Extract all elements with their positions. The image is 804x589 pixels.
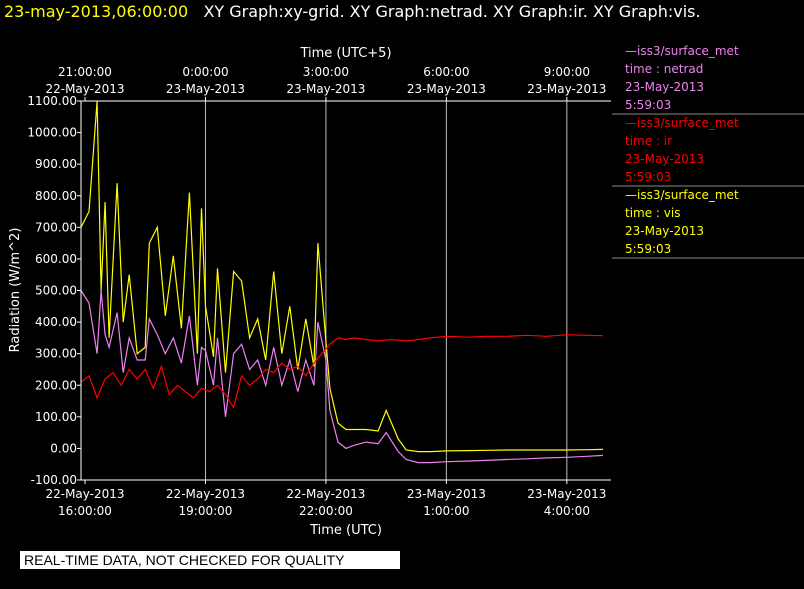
legend-entry-netrad-line: 5:59:03	[625, 98, 671, 112]
y-tick-label: 600.00	[35, 252, 77, 266]
quality-disclaimer: REAL-TIME DATA, NOT CHECKED FOR QUALITY	[20, 551, 400, 569]
x-tick-label-bottom-date: 23-May-2013	[407, 487, 486, 501]
series-line-ir	[80, 334, 604, 409]
legend-entry-vis-line: —iss3/surface_met	[625, 188, 739, 202]
y-tick-label: 500.00	[35, 284, 77, 298]
legend-entry-vis-line: time : vis	[625, 206, 680, 220]
x-tick-label-top-time: 0:00:00	[182, 65, 228, 79]
x-tick-label-bottom-date: 22-May-2013	[286, 487, 365, 501]
y-tick-label: 0.00	[50, 441, 77, 455]
title-graph-list: XY Graph:xy-grid. XY Graph:netrad. XY Gr…	[203, 2, 701, 21]
legend-entry-netrad-line: time : netrad	[625, 62, 703, 76]
x-tick-label-bottom-time: 4:00:00	[544, 504, 590, 518]
x-tick-label-top-date: 22-May-2013	[45, 82, 124, 96]
chart-title-bar: 23-may-2013,06:00:00 XY Graph:xy-grid. X…	[4, 2, 701, 21]
x-tick-label-top-date: 23-May-2013	[407, 82, 486, 96]
legend-entry-netrad-line: —iss3/surface_met	[625, 44, 739, 58]
x-tick-label-top-date: 23-May-2013	[286, 82, 365, 96]
y-tick-label: 100.00	[35, 410, 77, 424]
y-tick-label: 800.00	[35, 189, 77, 203]
x-tick-label-bottom-time: 19:00:00	[179, 504, 233, 518]
x-tick-label-top-date: 23-May-2013	[166, 82, 245, 96]
x-tick-label-top-time: 3:00:00	[303, 65, 349, 79]
series-line-vis	[80, 100, 604, 453]
y-tick-label: 1000.00	[27, 126, 77, 140]
top-axis-title: Time (UTC+5)	[299, 46, 391, 61]
bottom-axis-title: Time (UTC)	[309, 523, 382, 538]
y-tick-label: 400.00	[35, 315, 77, 329]
legend-entry-ir-line: 5:59:03	[625, 170, 671, 184]
legend-entry-vis-line: 5:59:03	[625, 242, 671, 256]
x-tick-label-bottom-time: 22:00:00	[299, 504, 353, 518]
legend-entry-ir-line: 23-May-2013	[625, 152, 704, 166]
series-lines	[80, 100, 604, 464]
x-tick-label-top-time: 21:00:00	[58, 65, 112, 79]
y-tick-label: 300.00	[35, 347, 77, 361]
y-tick-label: 1100.00	[27, 94, 77, 108]
x-tick-label-top-time: 9:00:00	[544, 65, 590, 79]
x-tick-label-bottom-date: 22-May-2013	[166, 487, 245, 501]
x-tick-label-bottom-date: 23-May-2013	[527, 487, 606, 501]
x-tick-label-top-date: 23-May-2013	[527, 82, 606, 96]
x-tick-label-top-time: 6:00:00	[423, 65, 469, 79]
title-date: 23-may-2013,06:00:00	[4, 2, 189, 21]
legend-entry-netrad-line: 23-May-2013	[625, 80, 704, 94]
y-tick-label: 900.00	[35, 157, 77, 171]
legend-entry-ir-line: time : ir	[625, 134, 672, 148]
y-axis-title: Radiation (W/m^2)	[8, 228, 23, 353]
grid-lines	[204, 101, 568, 480]
y-tick-label: 200.00	[35, 378, 77, 392]
y-tick-label: 700.00	[35, 220, 77, 234]
y-tick-label: -100.00	[31, 473, 77, 487]
x-tick-label-bottom-time: 1:00:00	[423, 504, 469, 518]
legend-entry-ir-line: —iss3/surface_met	[625, 116, 739, 130]
x-tick-label-bottom-date: 22-May-2013	[45, 487, 124, 501]
legend-entry-vis-line: 23-May-2013	[625, 224, 704, 238]
series-line-netrad	[80, 290, 604, 464]
x-tick-label-bottom-time: 16:00:00	[58, 504, 112, 518]
axes: 1100.00 1000.00 900.00 800.00 700.00 600.00 50…	[27, 65, 611, 518]
